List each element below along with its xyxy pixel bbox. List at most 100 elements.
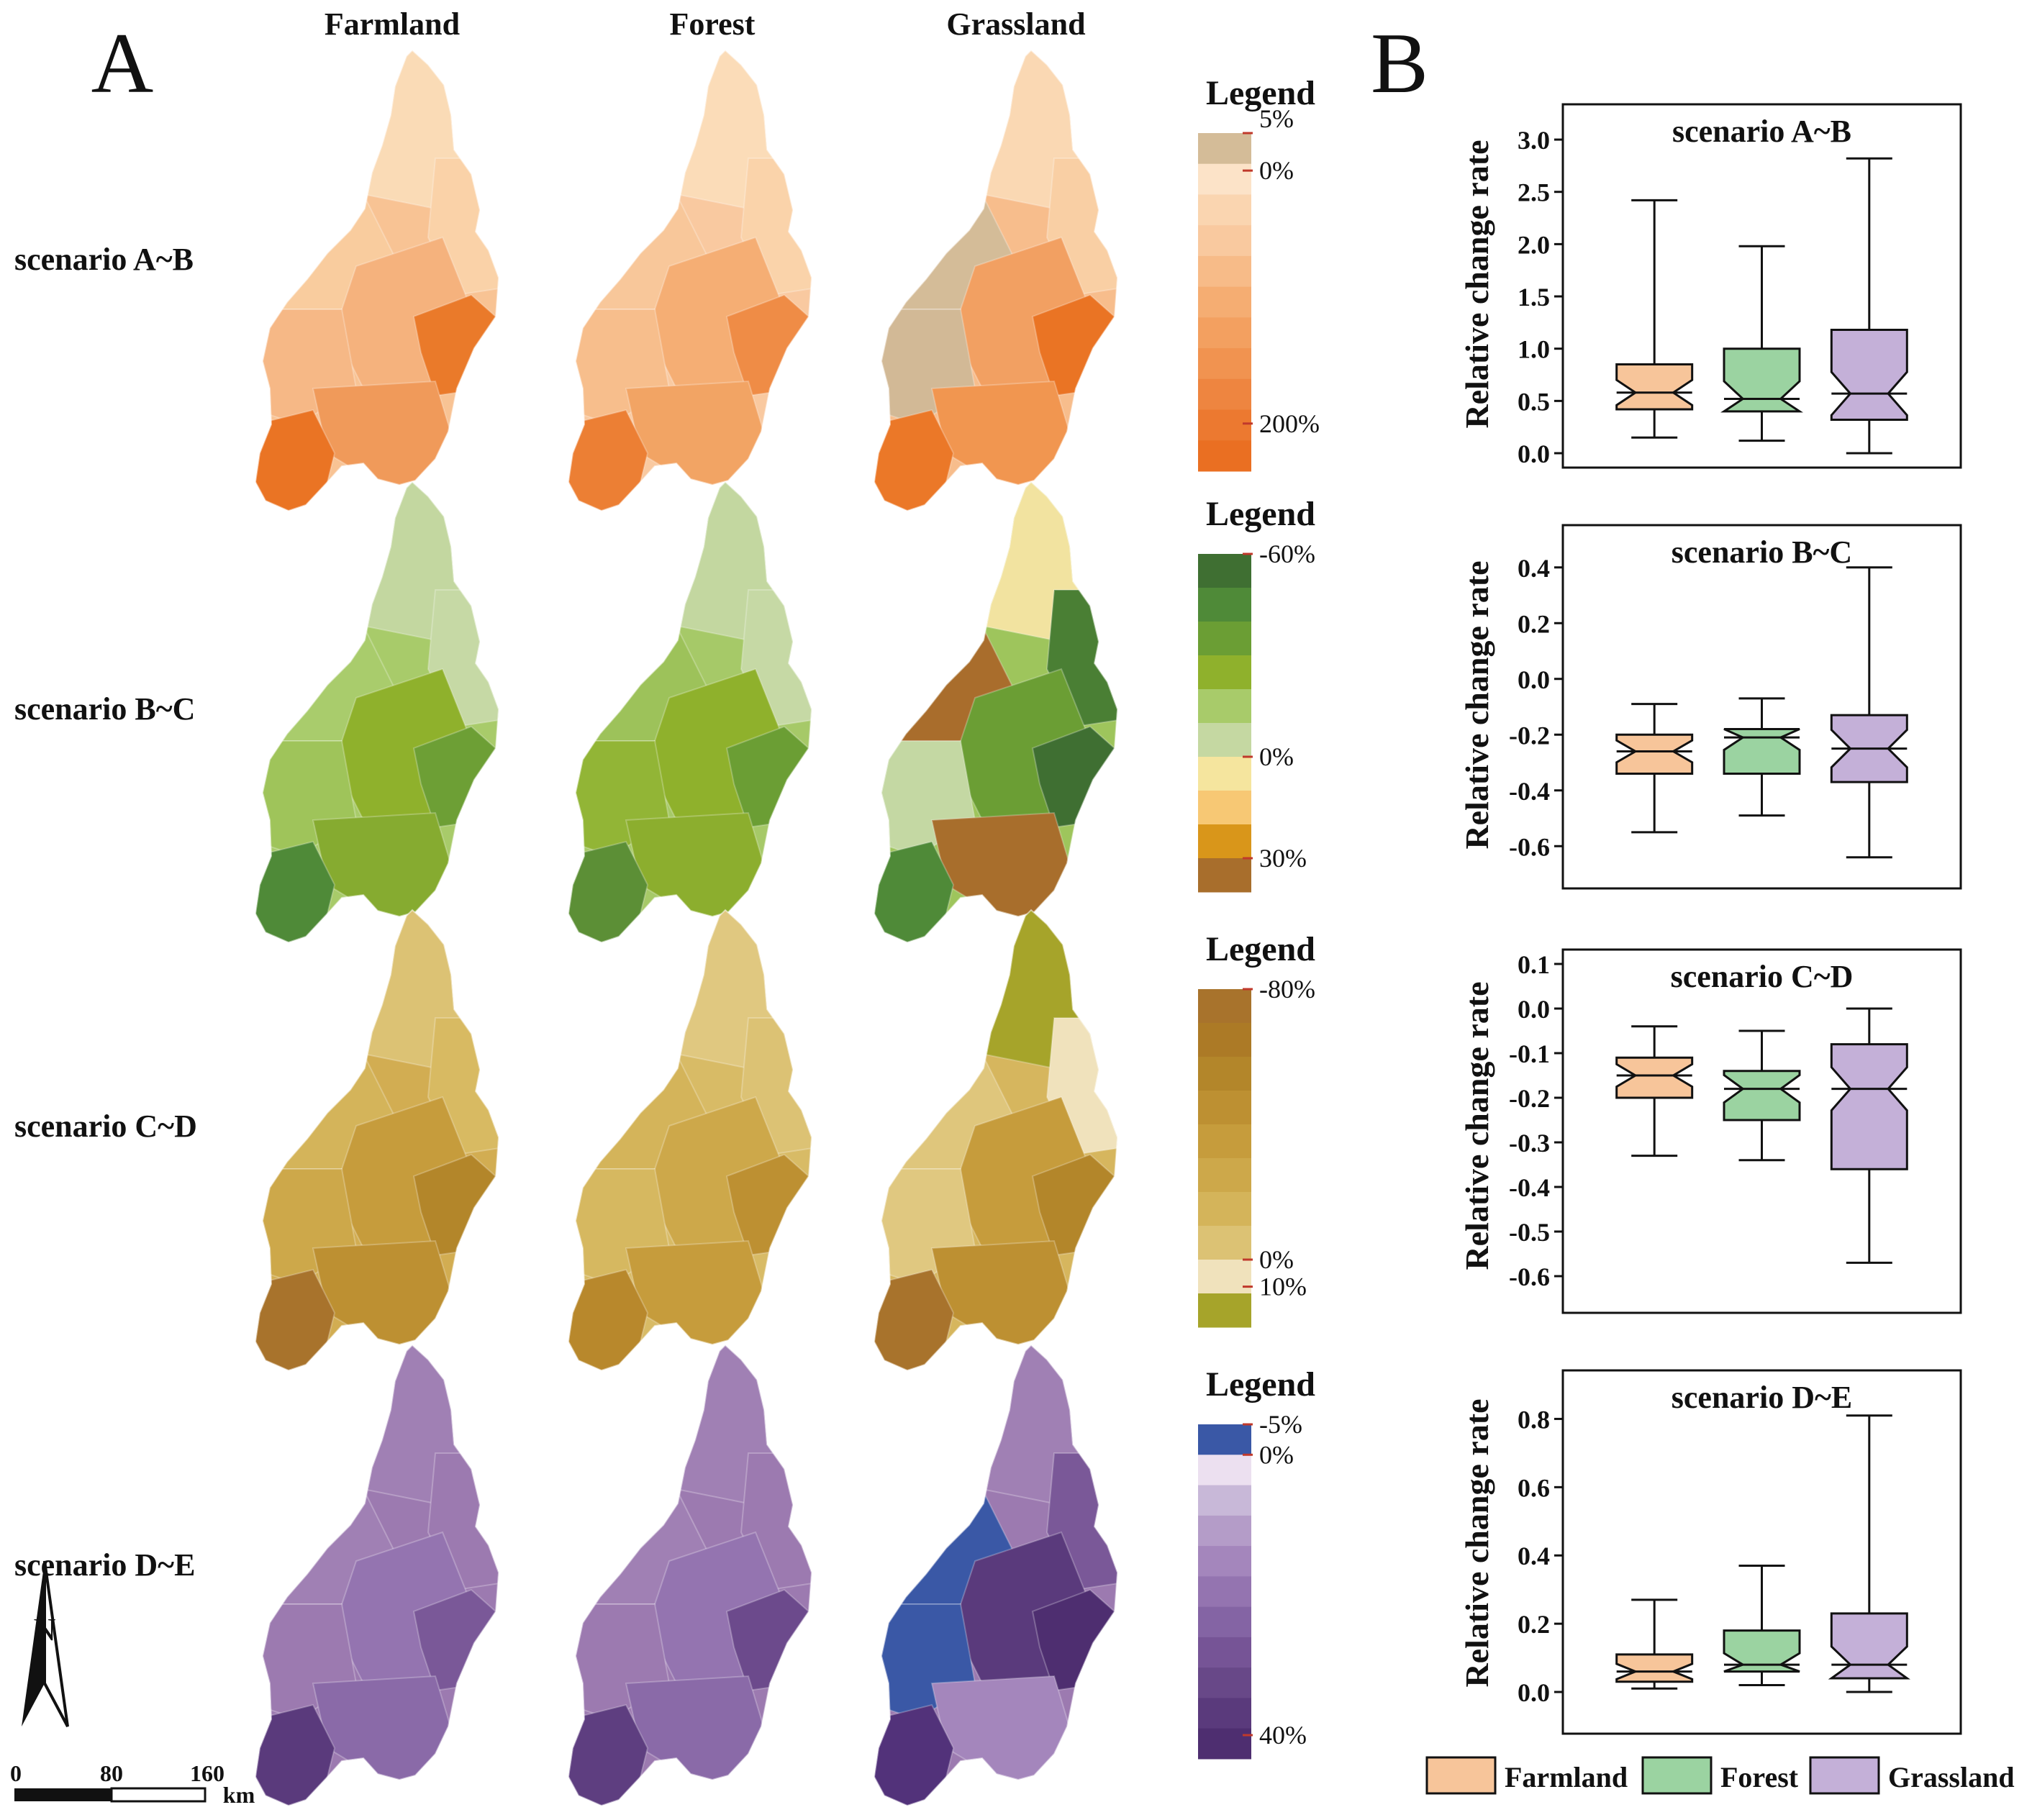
plot-frame	[1561, 103, 1962, 469]
scale-tick-160: 160	[190, 1760, 224, 1786]
map-subregion-s	[312, 380, 458, 498]
legend-tick-label: 40%	[1259, 1721, 1307, 1750]
map-outline	[873, 909, 1119, 1372]
map-subregion-s	[312, 1675, 458, 1793]
y-axis-label: Relative change rate	[1459, 560, 1495, 849]
legend-label-forest: Forest	[1720, 1761, 1799, 1793]
legend-swatch	[1198, 1424, 1251, 1455]
map-forest-row-4	[567, 1344, 813, 1807]
y-tick-label: 0.0	[1518, 1678, 1550, 1707]
y-tick-label: 0.2	[1518, 609, 1550, 638]
row-label-4: scenario D~E	[14, 1547, 195, 1583]
map-subregion-north	[363, 910, 499, 1070]
y-tick-label: 0.6	[1518, 1473, 1550, 1502]
map-subregion-north	[676, 482, 812, 642]
legend-tick-label: 5%	[1259, 104, 1294, 133]
legend-tick-label: 30%	[1259, 844, 1307, 873]
legend-swatch	[1198, 1698, 1251, 1729]
legend-swatch	[1198, 378, 1251, 411]
y-axis-label: Relative change rate	[1459, 981, 1495, 1270]
box-forest	[1723, 1029, 1801, 1162]
box-forest	[1723, 697, 1801, 817]
box-body	[1615, 363, 1694, 411]
legend-swatch	[1198, 1455, 1251, 1486]
box-grassland	[1830, 566, 1908, 859]
legend-swatch	[1198, 1515, 1251, 1547]
legend-swatch-farmland	[1425, 1756, 1497, 1795]
y-tick-label: 0.2	[1518, 1610, 1550, 1639]
legend-swatch	[1198, 225, 1251, 257]
map-subregion-north	[981, 482, 1117, 642]
legend-swatch	[1198, 1576, 1251, 1608]
legend-tick-label: 10%	[1259, 1273, 1307, 1301]
y-tick-label: 0.4	[1518, 1542, 1550, 1570]
legend-swatch	[1198, 133, 1251, 165]
map-outline	[873, 1344, 1119, 1807]
legend-swatch	[1198, 1728, 1251, 1760]
box-forest	[1720, 245, 1803, 442]
plot-title: scenario C~D	[1671, 959, 1854, 994]
y-tick-label: 0.4	[1518, 554, 1550, 583]
boxplot-legend: Farmland Forest Grassland	[1425, 1756, 2015, 1795]
map-outline	[873, 49, 1119, 512]
box-body	[1828, 1612, 1910, 1680]
row-label-1: scenario A~B	[14, 242, 194, 277]
map-outline	[254, 481, 500, 944]
y-tick-label: 2.5	[1518, 178, 1550, 207]
scale-bar	[14, 1787, 207, 1803]
box-grassland	[1830, 1007, 1908, 1264]
legend-swatch	[1198, 1226, 1251, 1260]
legend-swatch	[1198, 409, 1251, 441]
y-tick-label: 0.0	[1518, 440, 1550, 468]
legend-title: Legend	[1206, 495, 1315, 533]
legend-swatch	[1198, 194, 1251, 226]
y-axis-label: Relative change rate	[1459, 1398, 1495, 1687]
plot-title: scenario D~E	[1672, 1380, 1852, 1415]
box-body	[1830, 1043, 1908, 1170]
y-tick-label: -0.2	[1509, 1084, 1550, 1113]
box-farmland	[1615, 1598, 1694, 1690]
legend-swatch	[1198, 163, 1251, 195]
row-labels: scenario A~B scenario B~C scenario C~D scen…	[14, 242, 197, 1583]
legend-swatch	[1198, 255, 1251, 288]
box-farmland	[1615, 1025, 1694, 1157]
y-tick-label: -0.4	[1509, 1173, 1550, 1202]
map-outline	[254, 1344, 500, 1807]
map-outline	[567, 49, 813, 512]
map-legend-2: Legend -60% 0% 30%	[1198, 495, 1315, 893]
legend-swatch	[1198, 689, 1251, 724]
map-farmland-row-2	[254, 481, 500, 944]
y-tick-label: 0.8	[1518, 1405, 1550, 1434]
map-forest-row-3	[567, 909, 813, 1372]
y-tick-label: -0.1	[1509, 1039, 1550, 1068]
map-subregion-north	[363, 482, 499, 642]
legend-title: Legend	[1206, 1365, 1315, 1403]
map-farmland-row-3	[254, 909, 500, 1372]
legend-swatch	[1198, 655, 1251, 690]
map-subregion-s	[312, 1239, 458, 1357]
legend-swatch	[1198, 1158, 1251, 1193]
box-body	[1723, 728, 1801, 775]
legend-swatch	[1198, 588, 1251, 622]
scale-tick-0: 0	[10, 1760, 22, 1786]
legend-swatch	[1198, 1192, 1251, 1227]
legend-swatch	[1198, 791, 1251, 825]
box-body	[1723, 1070, 1801, 1121]
box-body	[1720, 347, 1803, 413]
map-outline	[254, 49, 500, 512]
legend-label-farmland: Farmland	[1505, 1761, 1628, 1793]
y-tick-label: -0.4	[1509, 777, 1550, 806]
map-forest-row-1	[567, 49, 813, 512]
map-subregion-north	[676, 910, 812, 1070]
y-tick-label: 0.1	[1518, 950, 1550, 979]
legend-tick-label: -5%	[1259, 1410, 1302, 1439]
box-body	[1723, 1629, 1801, 1673]
legend-swatch-grassland	[1809, 1756, 1880, 1795]
box-grassland	[1828, 1414, 1910, 1693]
column-header-forest: Forest	[670, 6, 756, 42]
map-outline	[567, 481, 813, 944]
legend-swatch	[1198, 1667, 1251, 1698]
map-outline	[873, 481, 1119, 944]
